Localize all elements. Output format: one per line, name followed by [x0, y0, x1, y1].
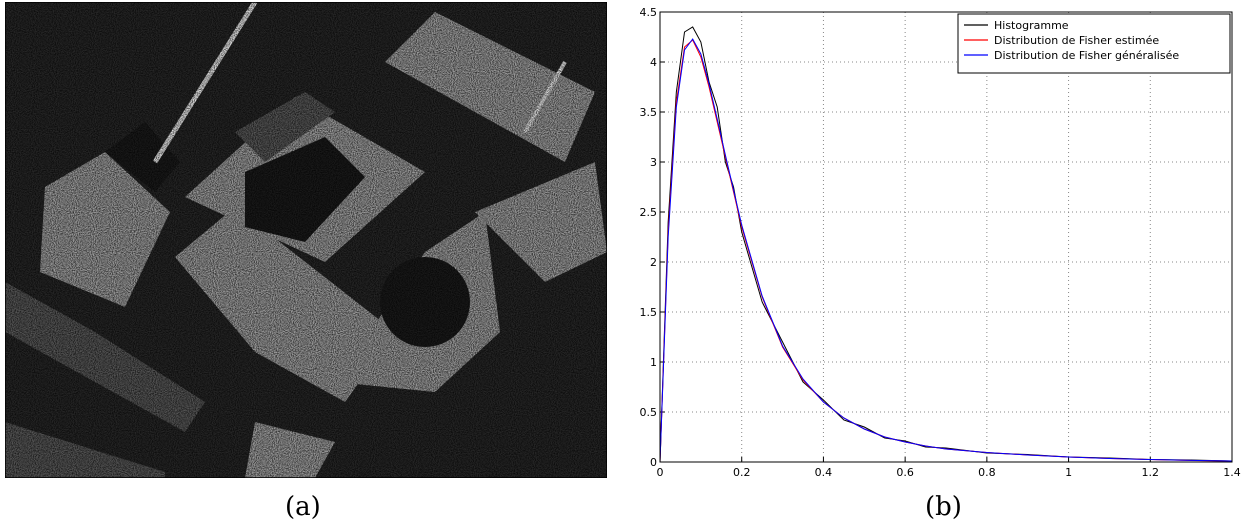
y-tick-label: 0.5	[640, 406, 657, 419]
y-tick-label: 2	[650, 256, 657, 269]
x-tick-label: 1.2	[1142, 466, 1160, 479]
x-tick-label: 0.6	[896, 466, 914, 479]
caption: (a)	[285, 492, 321, 522]
x-tick-label: 0.4	[815, 466, 833, 479]
series-line	[659, 38, 1233, 463]
legend-label: Distribution de Fisher généralisée	[994, 49, 1179, 62]
y-tick-label: 4.5	[640, 6, 657, 19]
plot-frame	[659, 11, 1233, 463]
y-tick-label: 2.5	[640, 206, 657, 219]
x-tick-label: 0.2	[733, 466, 751, 479]
legend-label: Distribution de Fisher estimée	[994, 34, 1159, 47]
plot-area	[659, 11, 1233, 463]
y-tick-label: 0	[650, 456, 657, 469]
y-tick-label: 3	[650, 156, 657, 169]
x-tick-label: 1	[1065, 466, 1072, 479]
y-tick-label: 1	[650, 356, 657, 369]
chart: 0 0.2 0.4 0.6 0.8 1 1.2 1.4 0 0.5 1 1.5 2 2.5 3 3.5 4 4.5…	[640, 6, 1241, 479]
x-tick-label: 0.8	[978, 466, 996, 479]
y-tick-label: 4	[650, 56, 657, 69]
sar-image	[5, 2, 607, 478]
legend-box	[957, 13, 1231, 74]
y-tick-label: 3.5	[640, 106, 657, 119]
caption: (b)	[925, 492, 962, 522]
legend-label: Histogramme	[994, 19, 1069, 32]
x-tick-label: 1.4	[1223, 466, 1241, 479]
x-tick-label: 0	[657, 466, 664, 479]
y-tick-label: 1.5	[640, 306, 657, 319]
